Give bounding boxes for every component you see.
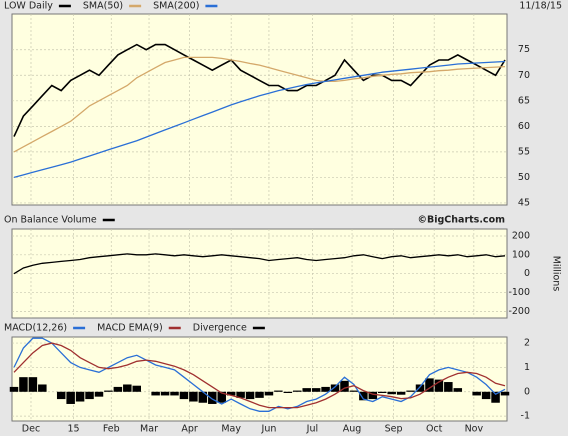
- x-tick-label: Oct: [426, 424, 443, 435]
- y-tick-label: -1: [521, 411, 530, 422]
- divergence-bar: [340, 380, 349, 392]
- y-tick-label: 60: [518, 121, 530, 132]
- divergence-bar: [38, 384, 47, 392]
- divergence-bar: [179, 391, 189, 400]
- divergence-bar: [198, 391, 208, 403]
- divergence-bar: [75, 391, 85, 402]
- legend-label: LOW Daily: [4, 1, 53, 12]
- divergence-bar: [19, 377, 28, 392]
- divergence-bar: [321, 386, 330, 392]
- divergence-bar: [311, 388, 321, 392]
- divergence-bar: [226, 391, 236, 396]
- y-tick-label: 50: [518, 172, 530, 183]
- divergence-bar: [472, 391, 481, 396]
- divergence-bar: [500, 391, 510, 396]
- divergence-bar: [170, 391, 179, 396]
- legend-label: Divergence: [193, 323, 247, 334]
- legend-label: MACD EMA(9): [97, 323, 163, 334]
- y-tick-label: 0: [524, 268, 530, 279]
- x-tick-label: Jul: [306, 424, 318, 435]
- divergence-bar: [293, 390, 302, 392]
- legend-label: SMA(50): [83, 1, 123, 12]
- divergence-bar: [481, 391, 491, 400]
- divergence-bar: [387, 391, 396, 395]
- divergence-bar: [113, 386, 123, 392]
- divergence-bar: [28, 377, 38, 392]
- y-tick-label: 0: [524, 386, 530, 397]
- divergence-bar: [359, 391, 368, 401]
- divergence-bar: [396, 391, 406, 395]
- x-tick-label: Sep: [385, 424, 403, 435]
- x-tick-label: Nov: [465, 424, 484, 435]
- divergence-bar: [85, 391, 94, 400]
- panel-background: [11, 336, 508, 422]
- divergence-bar: [94, 391, 104, 397]
- divergence-bar: [283, 391, 293, 393]
- x-tick-label: Apr: [181, 424, 198, 435]
- divergence-bar: [160, 391, 170, 396]
- y-tick-label: 55: [518, 146, 530, 157]
- y-tick-label: 2: [524, 338, 530, 349]
- divergence-bar: [302, 388, 311, 392]
- divergence-bar: [245, 391, 255, 400]
- divergence-bar: [9, 386, 19, 392]
- date-label: 11/18/15: [519, 1, 562, 12]
- divergence-bar: [368, 391, 378, 400]
- y-tick-label: 45: [518, 197, 530, 208]
- legend-label: SMA(200): [153, 1, 199, 12]
- x-tick-label: Feb: [103, 424, 120, 435]
- y-tick-label: 65: [518, 95, 530, 106]
- divergence-bar: [349, 390, 359, 392]
- y-tick-label: 200: [512, 230, 530, 241]
- divergence-bar: [425, 378, 434, 392]
- divergence-bar: [208, 391, 217, 404]
- divergence-bar: [491, 391, 500, 403]
- x-tick-label: 15: [67, 424, 79, 435]
- legend-label: MACD(12,26): [4, 323, 67, 334]
- y-axis-label: Millions: [551, 256, 562, 292]
- panel-background: [11, 13, 508, 206]
- divergence-bar: [104, 390, 113, 392]
- series-line: [13, 56, 506, 153]
- x-tick-label: Aug: [343, 424, 362, 435]
- divergence-bar: [378, 391, 387, 393]
- divergence-bar: [123, 384, 132, 392]
- divergence-bar: [151, 391, 160, 396]
- y-tick-label: 70: [518, 70, 530, 81]
- series-line: [13, 342, 506, 409]
- divergence-bar: [406, 390, 415, 392]
- x-tick-label: May: [221, 424, 241, 435]
- divergence-bar: [274, 390, 283, 392]
- divergence-bar: [189, 391, 198, 402]
- divergence-bar: [132, 385, 141, 392]
- series-line: [13, 337, 506, 412]
- y-tick-label: -200: [508, 306, 530, 317]
- x-tick-label: Mar: [140, 424, 158, 435]
- x-tick-label: Jun: [261, 424, 277, 435]
- divergence-bar: [434, 379, 444, 392]
- y-tick-label: 100: [512, 249, 530, 260]
- divergence-bar: [444, 382, 453, 392]
- x-tick-label: Dec: [22, 424, 40, 435]
- y-tick-label: -100: [508, 287, 530, 298]
- divergence-bar: [415, 384, 425, 392]
- y-tick-label: 1: [524, 362, 530, 373]
- divergence-bar: [264, 391, 274, 396]
- divergence-bar: [330, 384, 340, 392]
- divergence-bar: [217, 391, 226, 403]
- divergence-bar: [255, 391, 264, 398]
- divergence-bar: [66, 391, 75, 404]
- divergence-bar: [453, 388, 463, 392]
- series-line: [13, 253, 506, 275]
- divergence-bar: [236, 391, 245, 398]
- y-tick-label: 75: [518, 44, 530, 55]
- legend-label: On Balance Volume: [4, 215, 97, 226]
- series-line: [13, 60, 506, 179]
- annotation: ©BigCharts.com: [418, 215, 506, 226]
- divergence-bar: [56, 391, 66, 400]
